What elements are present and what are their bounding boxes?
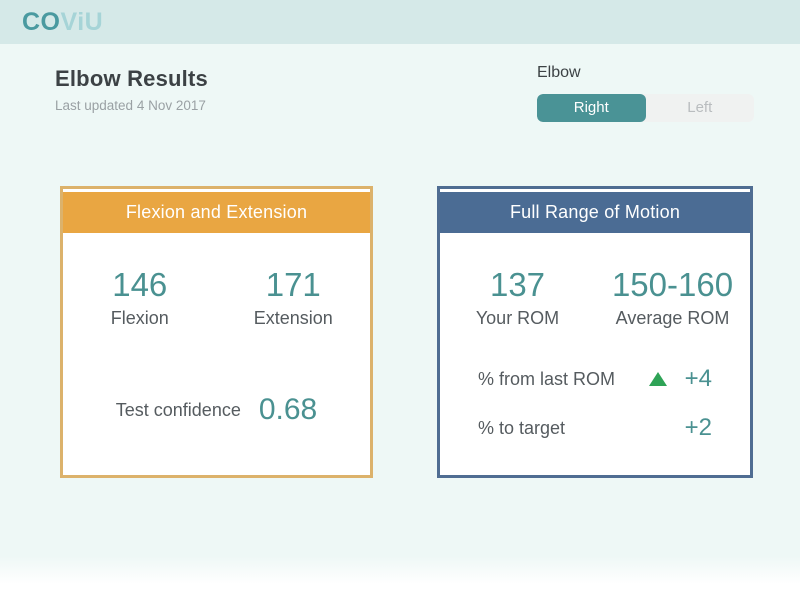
toggle-right-button[interactable]: Right: [537, 94, 646, 122]
percent-from-last-rom-value-group: +4: [649, 365, 712, 393]
your-rom-value: 137: [489, 266, 546, 303]
joint-label: Elbow: [537, 64, 581, 81]
triangle-up-icon: [649, 372, 667, 387]
page-title: Elbow Results: [55, 66, 208, 91]
extension-metric: 171 Extension: [217, 266, 371, 329]
rom-delta-rows: % from last ROM +4 % to target +2: [440, 365, 750, 442]
percent-from-last-rom-value: +4: [684, 365, 712, 393]
percent-to-target-value-group: +2: [680, 414, 712, 442]
coviu-logo-light-part: ViU: [60, 7, 104, 36]
test-confidence-row: Test confidence 0.68: [63, 393, 370, 427]
test-confidence-value: 0.68: [258, 393, 318, 427]
flexion-extension-card: Flexion and Extension 146 Flexion 171 Ex…: [60, 186, 373, 478]
extension-value: 171: [265, 266, 321, 303]
full-range-of-motion-card-title: Full Range of Motion: [440, 192, 750, 233]
flexion-label: Flexion: [110, 308, 169, 329]
last-updated-text: Last updated 4 Nov 2017: [55, 98, 206, 113]
average-rom-value: 150-160: [611, 266, 734, 303]
flexion-extension-card-title: Flexion and Extension: [63, 192, 370, 233]
joint-side-selector: Elbow Right Left: [537, 64, 754, 122]
coviu-logo-dark-part: CO: [22, 7, 61, 36]
side-toggle: Right Left: [537, 94, 754, 122]
flexion-value: 146: [112, 266, 168, 303]
average-rom-metric: 150-160 Average ROM: [595, 266, 750, 329]
flexion-metric: 146 Flexion: [63, 266, 217, 329]
page-header: Elbow Results Last updated 4 Nov 2017: [55, 66, 208, 113]
your-rom-label: Your ROM: [475, 308, 560, 329]
test-confidence-label: Test confidence: [115, 399, 241, 420]
percent-to-target-label: % to target: [478, 417, 566, 438]
full-range-of-motion-card: Full Range of Motion 137 Your ROM 150-16…: [437, 186, 753, 478]
percent-from-last-rom-label: % from last ROM: [478, 368, 616, 389]
percent-to-target-value: +2: [684, 414, 712, 442]
average-rom-label: Average ROM: [615, 308, 730, 329]
percent-to-target-row: % to target +2: [478, 414, 712, 442]
coviu-logo: COViU: [22, 7, 104, 36]
flexion-extension-metrics: 146 Flexion 171 Extension: [63, 266, 371, 329]
rom-metrics: 137 Your ROM 150-160 Average ROM: [440, 266, 750, 329]
your-rom-metric: 137 Your ROM: [440, 266, 595, 329]
extension-label: Extension: [253, 308, 333, 329]
top-bar: COViU: [0, 0, 800, 44]
percent-from-last-rom-row: % from last ROM +4: [478, 365, 712, 393]
toggle-left-button[interactable]: Left: [646, 94, 755, 122]
